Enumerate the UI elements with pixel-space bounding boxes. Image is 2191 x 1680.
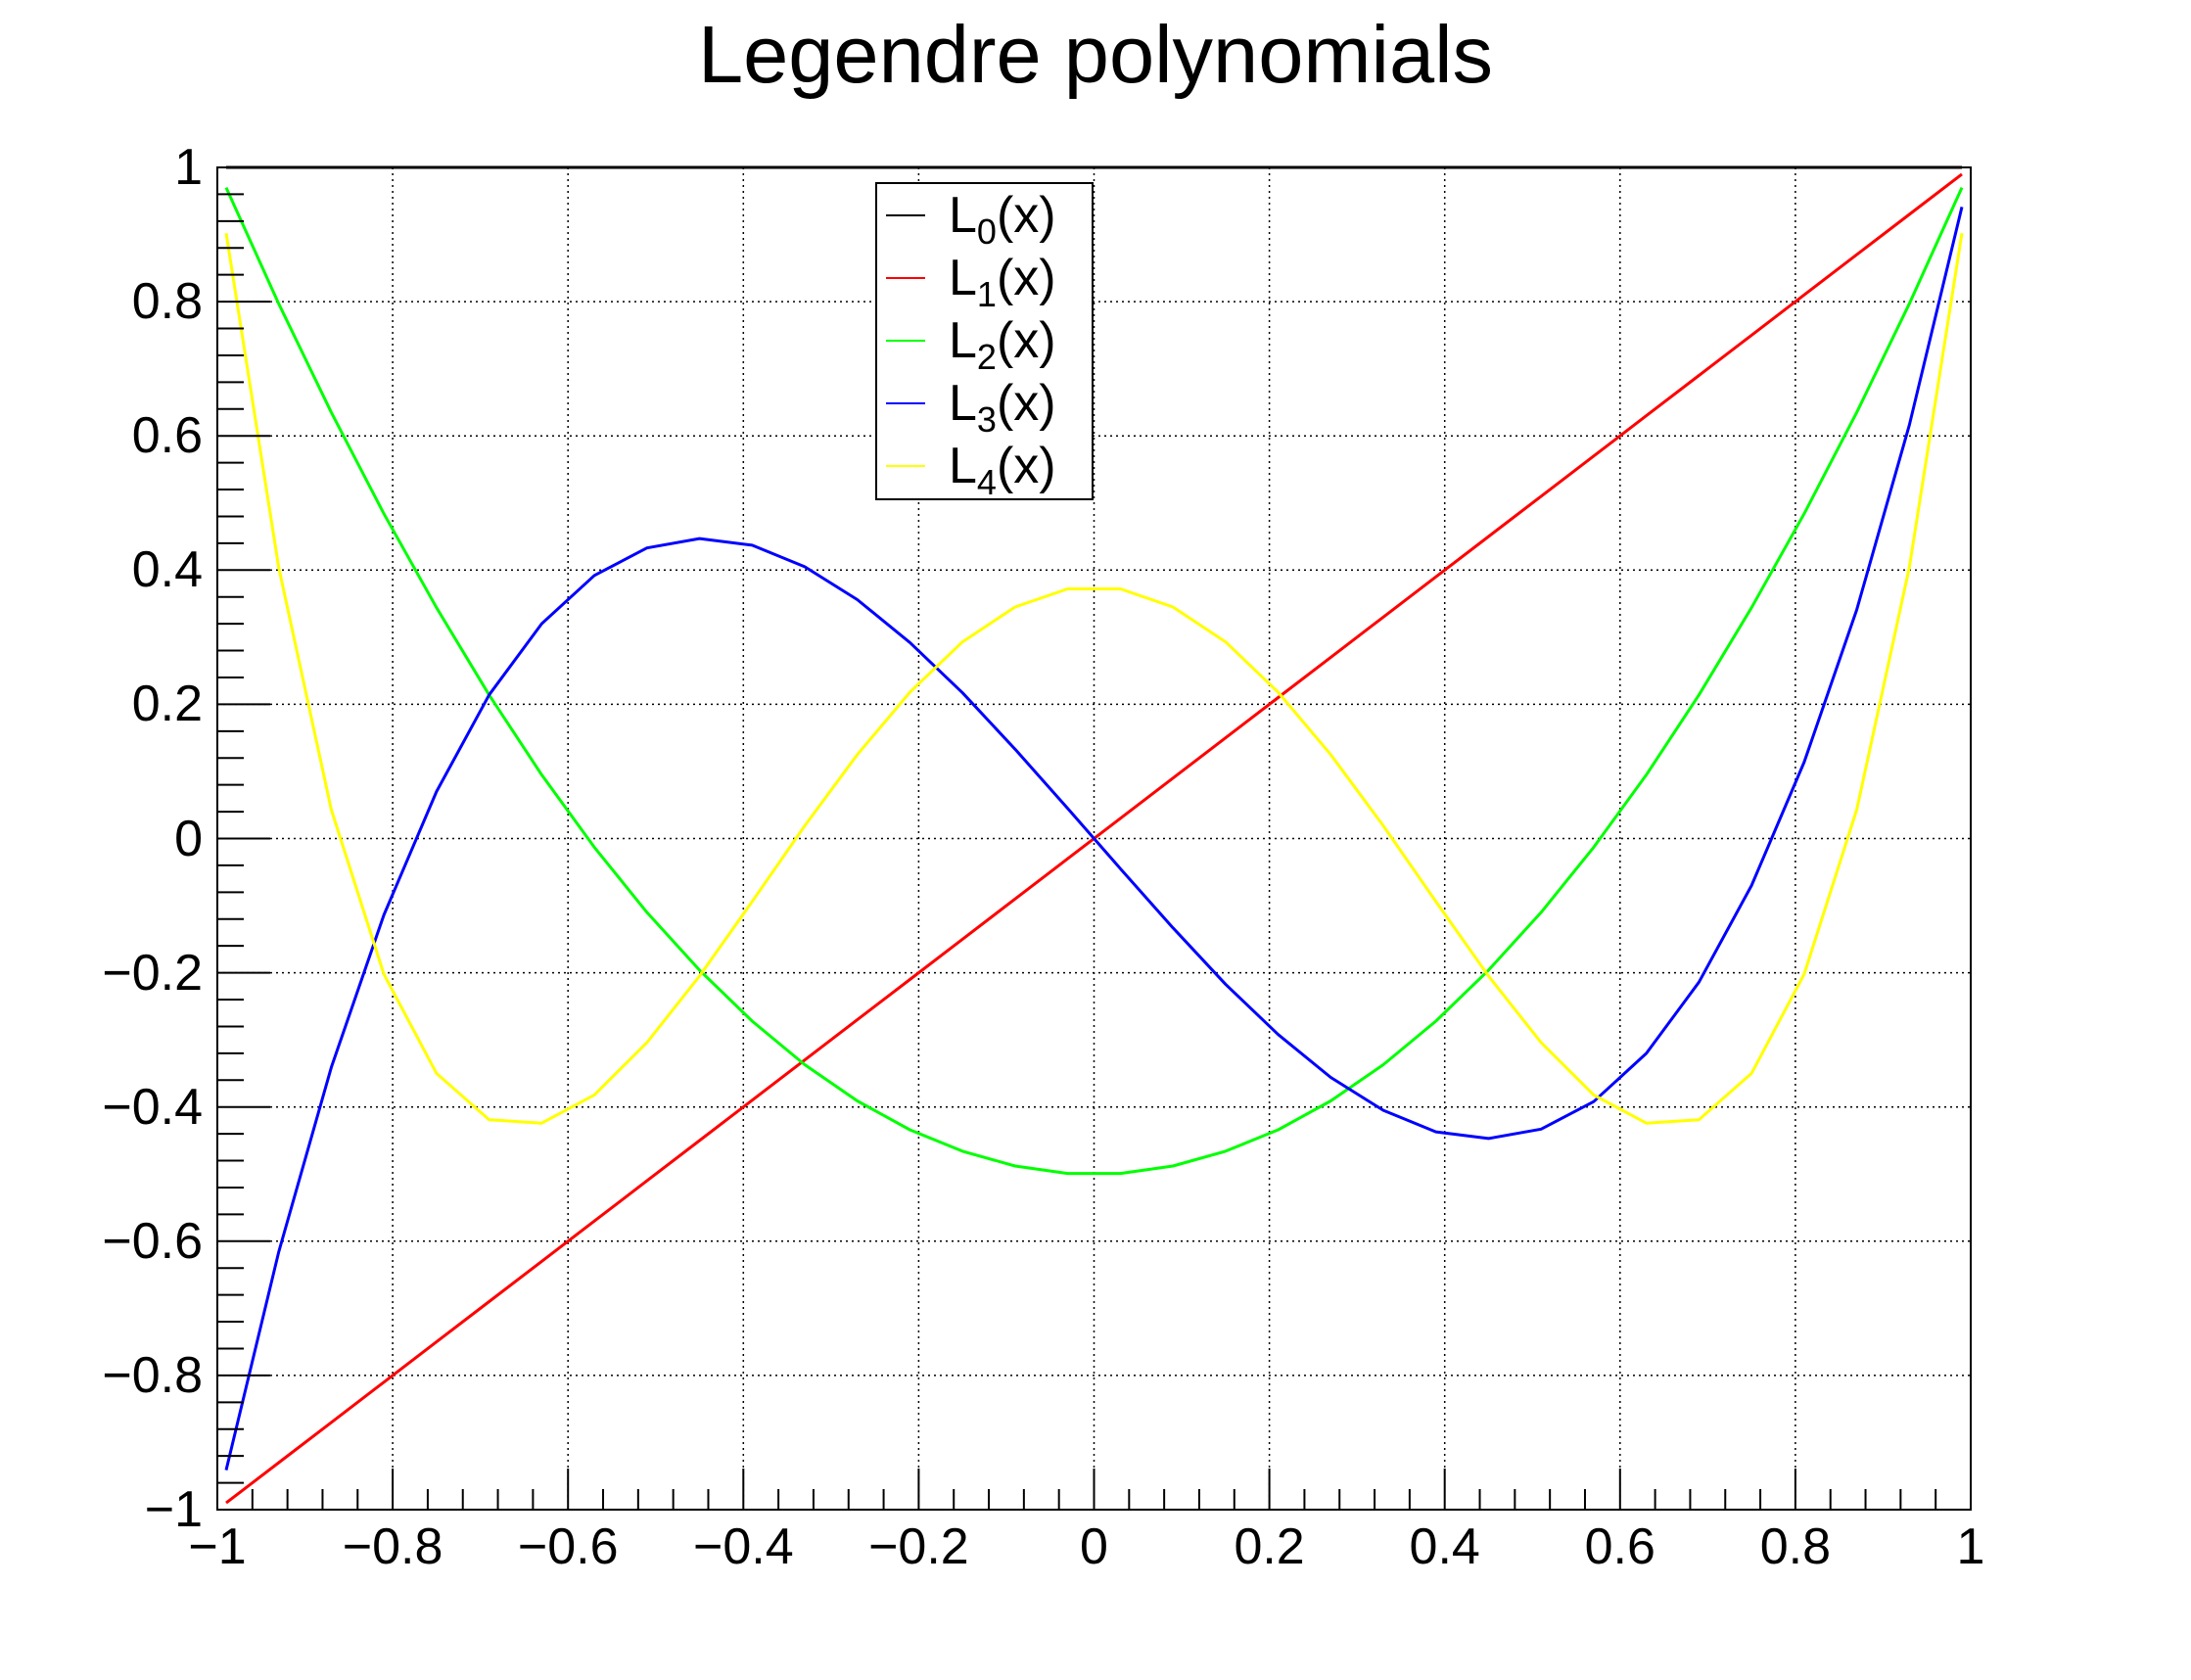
- y-tick-label: 1: [174, 139, 203, 196]
- curve-l4: [224, 232, 1964, 1125]
- legend-swatch: [886, 277, 925, 279]
- y-tick-label: 0: [174, 810, 203, 867]
- legend-label: L4(x): [949, 438, 1056, 502]
- legend-label: L2(x): [949, 312, 1056, 377]
- y-tick-label: −0.4: [102, 1078, 203, 1136]
- legend-swatch: [886, 402, 925, 404]
- legend-label: L1(x): [949, 250, 1056, 314]
- x-tick-label: −0.4: [692, 1518, 794, 1575]
- y-tick-label: 0.4: [131, 541, 203, 599]
- y-tick-label: 0.8: [131, 273, 203, 331]
- legend-swatch: [886, 214, 925, 216]
- curve-l3: [224, 207, 1964, 1470]
- x-tick-label: 0.2: [1234, 1518, 1305, 1575]
- legend-entry-l4: L4(x): [877, 435, 1092, 502]
- chart-title: Legendre polynomials: [697, 9, 1494, 100]
- legend-entry-l3: L3(x): [877, 372, 1092, 440]
- legend-swatch: [886, 465, 925, 467]
- plot-frame: [216, 166, 1972, 1511]
- x-tick-label: −0.2: [868, 1518, 969, 1575]
- x-tick-label: 0.6: [1584, 1518, 1655, 1575]
- legend-entry-l1: L1(x): [877, 247, 1092, 314]
- legend-label: L0(x): [949, 187, 1056, 252]
- legend-label: L3(x): [949, 375, 1056, 440]
- legend-entry-l2: L2(x): [877, 309, 1092, 377]
- legend: L0(x) L1(x) L2(x) L3(x) L4(x): [875, 182, 1094, 500]
- x-tick-label: 0.4: [1409, 1518, 1480, 1575]
- y-tick-label: −0.6: [102, 1212, 203, 1270]
- x-tick-label: 0: [1080, 1518, 1108, 1575]
- legend-swatch: [886, 340, 925, 342]
- y-tick-label: −0.8: [102, 1346, 203, 1404]
- curve-l2: [224, 186, 1964, 1176]
- y-tick-label: −0.2: [102, 944, 203, 1002]
- x-tick-label: 1: [1956, 1518, 1985, 1575]
- axis-ticks: [216, 166, 1972, 1511]
- legend-entry-l0: L0(x): [877, 184, 1092, 252]
- x-tick-label: −0.6: [517, 1518, 619, 1575]
- y-tick-label: 0.2: [131, 676, 203, 733]
- x-tick-label: −1: [188, 1518, 247, 1575]
- y-tick-label: 0.6: [131, 407, 203, 465]
- y-tick-label: −1: [144, 1481, 203, 1538]
- x-tick-label: 0.8: [1759, 1518, 1832, 1575]
- x-tick-label: −0.8: [342, 1518, 443, 1575]
